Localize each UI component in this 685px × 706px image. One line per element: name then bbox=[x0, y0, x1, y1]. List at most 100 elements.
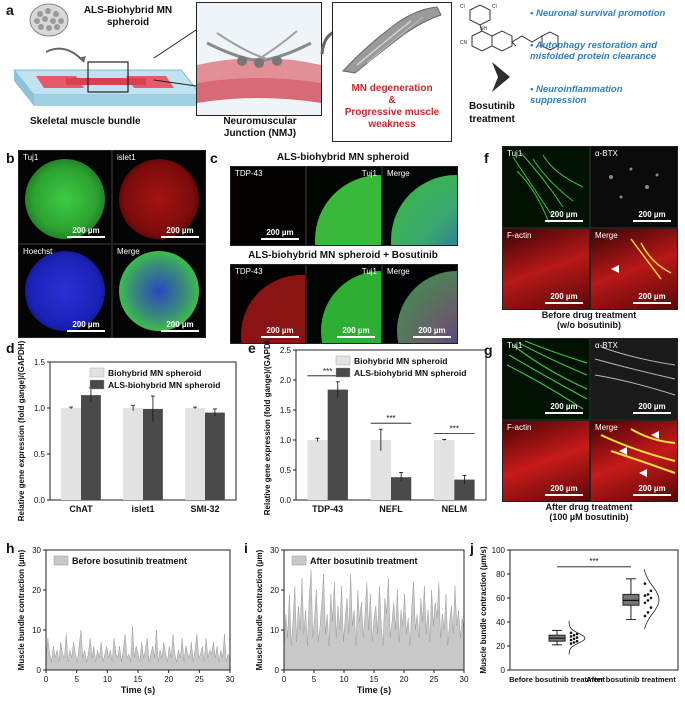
g-merge-label: Merge bbox=[595, 423, 618, 432]
bar bbox=[123, 408, 143, 500]
b-merge-scale-text: 200 µm bbox=[166, 320, 194, 329]
c-r2-merge-label: Merge bbox=[387, 267, 410, 276]
y-tick-label: 0 bbox=[37, 666, 42, 675]
data-point bbox=[569, 642, 573, 645]
x-tick-label: 5 bbox=[312, 675, 317, 684]
c-r2-tdp43-scale-text: 200 µm bbox=[266, 326, 294, 335]
f-caption: Before drug treatment (w/o bosutinib) bbox=[502, 310, 676, 330]
y-tick-label: 0.0 bbox=[34, 496, 46, 505]
legend-swatch bbox=[335, 367, 351, 378]
b-islet1-label: islet1 bbox=[117, 153, 136, 162]
g-caption-line1: After drug treatment bbox=[545, 502, 633, 512]
y-tick-label: 0.5 bbox=[280, 466, 292, 475]
c-r2-tuj1-label: Tuj1 bbox=[361, 267, 377, 276]
chart-d: 0.0 0.5 1.0 1.5 Relative gene expression (fo… bbox=[17, 340, 237, 521]
y-tick-label: 1.0 bbox=[34, 404, 46, 413]
panel-c-label: c bbox=[210, 150, 218, 166]
x-tick-label: 25 bbox=[195, 675, 204, 684]
c-r1-tdp43-label: TDP-43 bbox=[235, 169, 263, 178]
f-caption-line1: Before drug treatment bbox=[541, 310, 637, 320]
y-tick-label: 10 bbox=[32, 626, 41, 635]
legend-label: After bosutinib treatment bbox=[310, 556, 418, 566]
legend-swatch bbox=[53, 555, 69, 566]
y-axis-label: Muscle bundle contraction (µm/s) bbox=[479, 546, 488, 674]
g-tuj1-label: Tuj1 bbox=[507, 341, 523, 350]
b-hoechst-scalebar: 200 µm bbox=[67, 320, 105, 332]
piperazine-icon bbox=[512, 31, 559, 51]
g-btx-scale-text: 200 µm bbox=[638, 402, 666, 411]
y-tick-label: 1.5 bbox=[280, 406, 292, 415]
contraction-area bbox=[45, 625, 231, 671]
bar bbox=[327, 389, 348, 500]
x-tick-label: TDP-43 bbox=[312, 504, 343, 514]
muscle-label: Skeletal muscle bundle bbox=[30, 116, 141, 127]
c-r2-tuj1-scalebar: 200 µm bbox=[337, 326, 375, 338]
x-tick-label: 10 bbox=[103, 675, 112, 684]
data-point bbox=[649, 589, 653, 593]
bar bbox=[391, 477, 412, 500]
legend-swatch bbox=[89, 367, 105, 378]
f-merge-overlay bbox=[611, 238, 672, 280]
x-tick-label: 30 bbox=[226, 675, 235, 684]
bullet-2-text: Autophagy restoration and misfolded prot… bbox=[530, 40, 658, 62]
y-tick-label: 10 bbox=[270, 626, 279, 635]
c-r1-scale-text: 200 µm bbox=[266, 228, 294, 237]
panel-h-label: h bbox=[6, 540, 15, 556]
y-tick-label: 30 bbox=[270, 546, 279, 555]
degeneration-box: MN degeneration & Progressive muscle wea… bbox=[332, 2, 452, 142]
spheroid-label: ALS-Biohybrid MN spheroid bbox=[83, 5, 173, 28]
legend-label: Before bosutinib treatment bbox=[72, 556, 187, 566]
c-r1-scalebar: 200 µm bbox=[261, 228, 299, 240]
svg-text:NH: NH bbox=[480, 26, 488, 32]
y-axis-label: Relative gene expression (fold gange)/(G… bbox=[17, 340, 26, 521]
bar bbox=[185, 408, 205, 500]
x-tick-label: 30 bbox=[460, 675, 469, 684]
degeneration-line2: & bbox=[388, 95, 396, 106]
g-btx-scalebar: 200 µm bbox=[633, 402, 671, 414]
x-tick-label: NELM bbox=[442, 504, 468, 514]
data-point bbox=[649, 596, 653, 600]
b-merge-scalebar: 200 µm bbox=[161, 320, 199, 332]
data-point bbox=[643, 614, 647, 618]
x-tick-label: 10 bbox=[340, 675, 349, 684]
g-tuj1-scalebar: 200 µm bbox=[545, 402, 583, 414]
bullet-1-text: Neuronal survival promotion bbox=[535, 8, 666, 19]
legend-label: Biohybrid MN spheroid bbox=[354, 356, 448, 366]
f-btx-spots bbox=[609, 167, 659, 199]
x-tick-label: islet1 bbox=[131, 504, 154, 514]
bullet-1: • Neuronal survival promotion bbox=[530, 8, 666, 19]
data-point bbox=[649, 606, 653, 609]
data-point bbox=[569, 638, 573, 642]
y-tick-label: 1.5 bbox=[34, 358, 46, 367]
g-factin-image: F-actin 200 µm bbox=[502, 420, 590, 502]
bar bbox=[61, 408, 81, 500]
svg-text:CN: CN bbox=[460, 40, 468, 46]
significance-label: *** bbox=[323, 367, 332, 376]
y-tick-label: 0.5 bbox=[34, 450, 46, 459]
x-tick-label: 0 bbox=[44, 675, 49, 684]
panel-j-label: j bbox=[470, 540, 474, 556]
x-tick-label: 15 bbox=[370, 675, 379, 684]
panel-e-label: e bbox=[248, 340, 256, 356]
legend-swatch bbox=[335, 355, 351, 366]
b-islet1-image: islet1 200 µm bbox=[112, 150, 206, 244]
g-btx-image: α-BTX 200 µm bbox=[590, 338, 678, 420]
c-title-1: ALS-biohybrid MN spheroid bbox=[276, 152, 410, 163]
f-btx-image: α-BTX 200 µm bbox=[590, 146, 678, 228]
y-tick-label: 2.5 bbox=[280, 346, 292, 355]
chevron-right-icon bbox=[492, 62, 510, 92]
f-btx-scale-text: 200 µm bbox=[638, 210, 666, 219]
plot-frame bbox=[509, 549, 679, 671]
zoom-lines bbox=[153, 29, 197, 87]
c-r1-merge-label: Merge bbox=[387, 169, 410, 178]
y-tick-label: 100 bbox=[492, 546, 506, 555]
f-factin-scalebar: 200 µm bbox=[545, 292, 583, 304]
legend-label: ALS-biohybrid MN spheroid bbox=[354, 368, 466, 378]
y-tick-label: 20 bbox=[32, 586, 41, 595]
y-tick-label: 20 bbox=[496, 642, 505, 651]
y-tick-label: 0 bbox=[275, 666, 280, 675]
bullet-2: • Autophagy restoration and misfolded pr… bbox=[530, 40, 658, 62]
data-point bbox=[572, 633, 576, 637]
f-btx-label: α-BTX bbox=[595, 149, 618, 158]
x-tick-label: Before bosutinib treatment bbox=[509, 675, 605, 684]
